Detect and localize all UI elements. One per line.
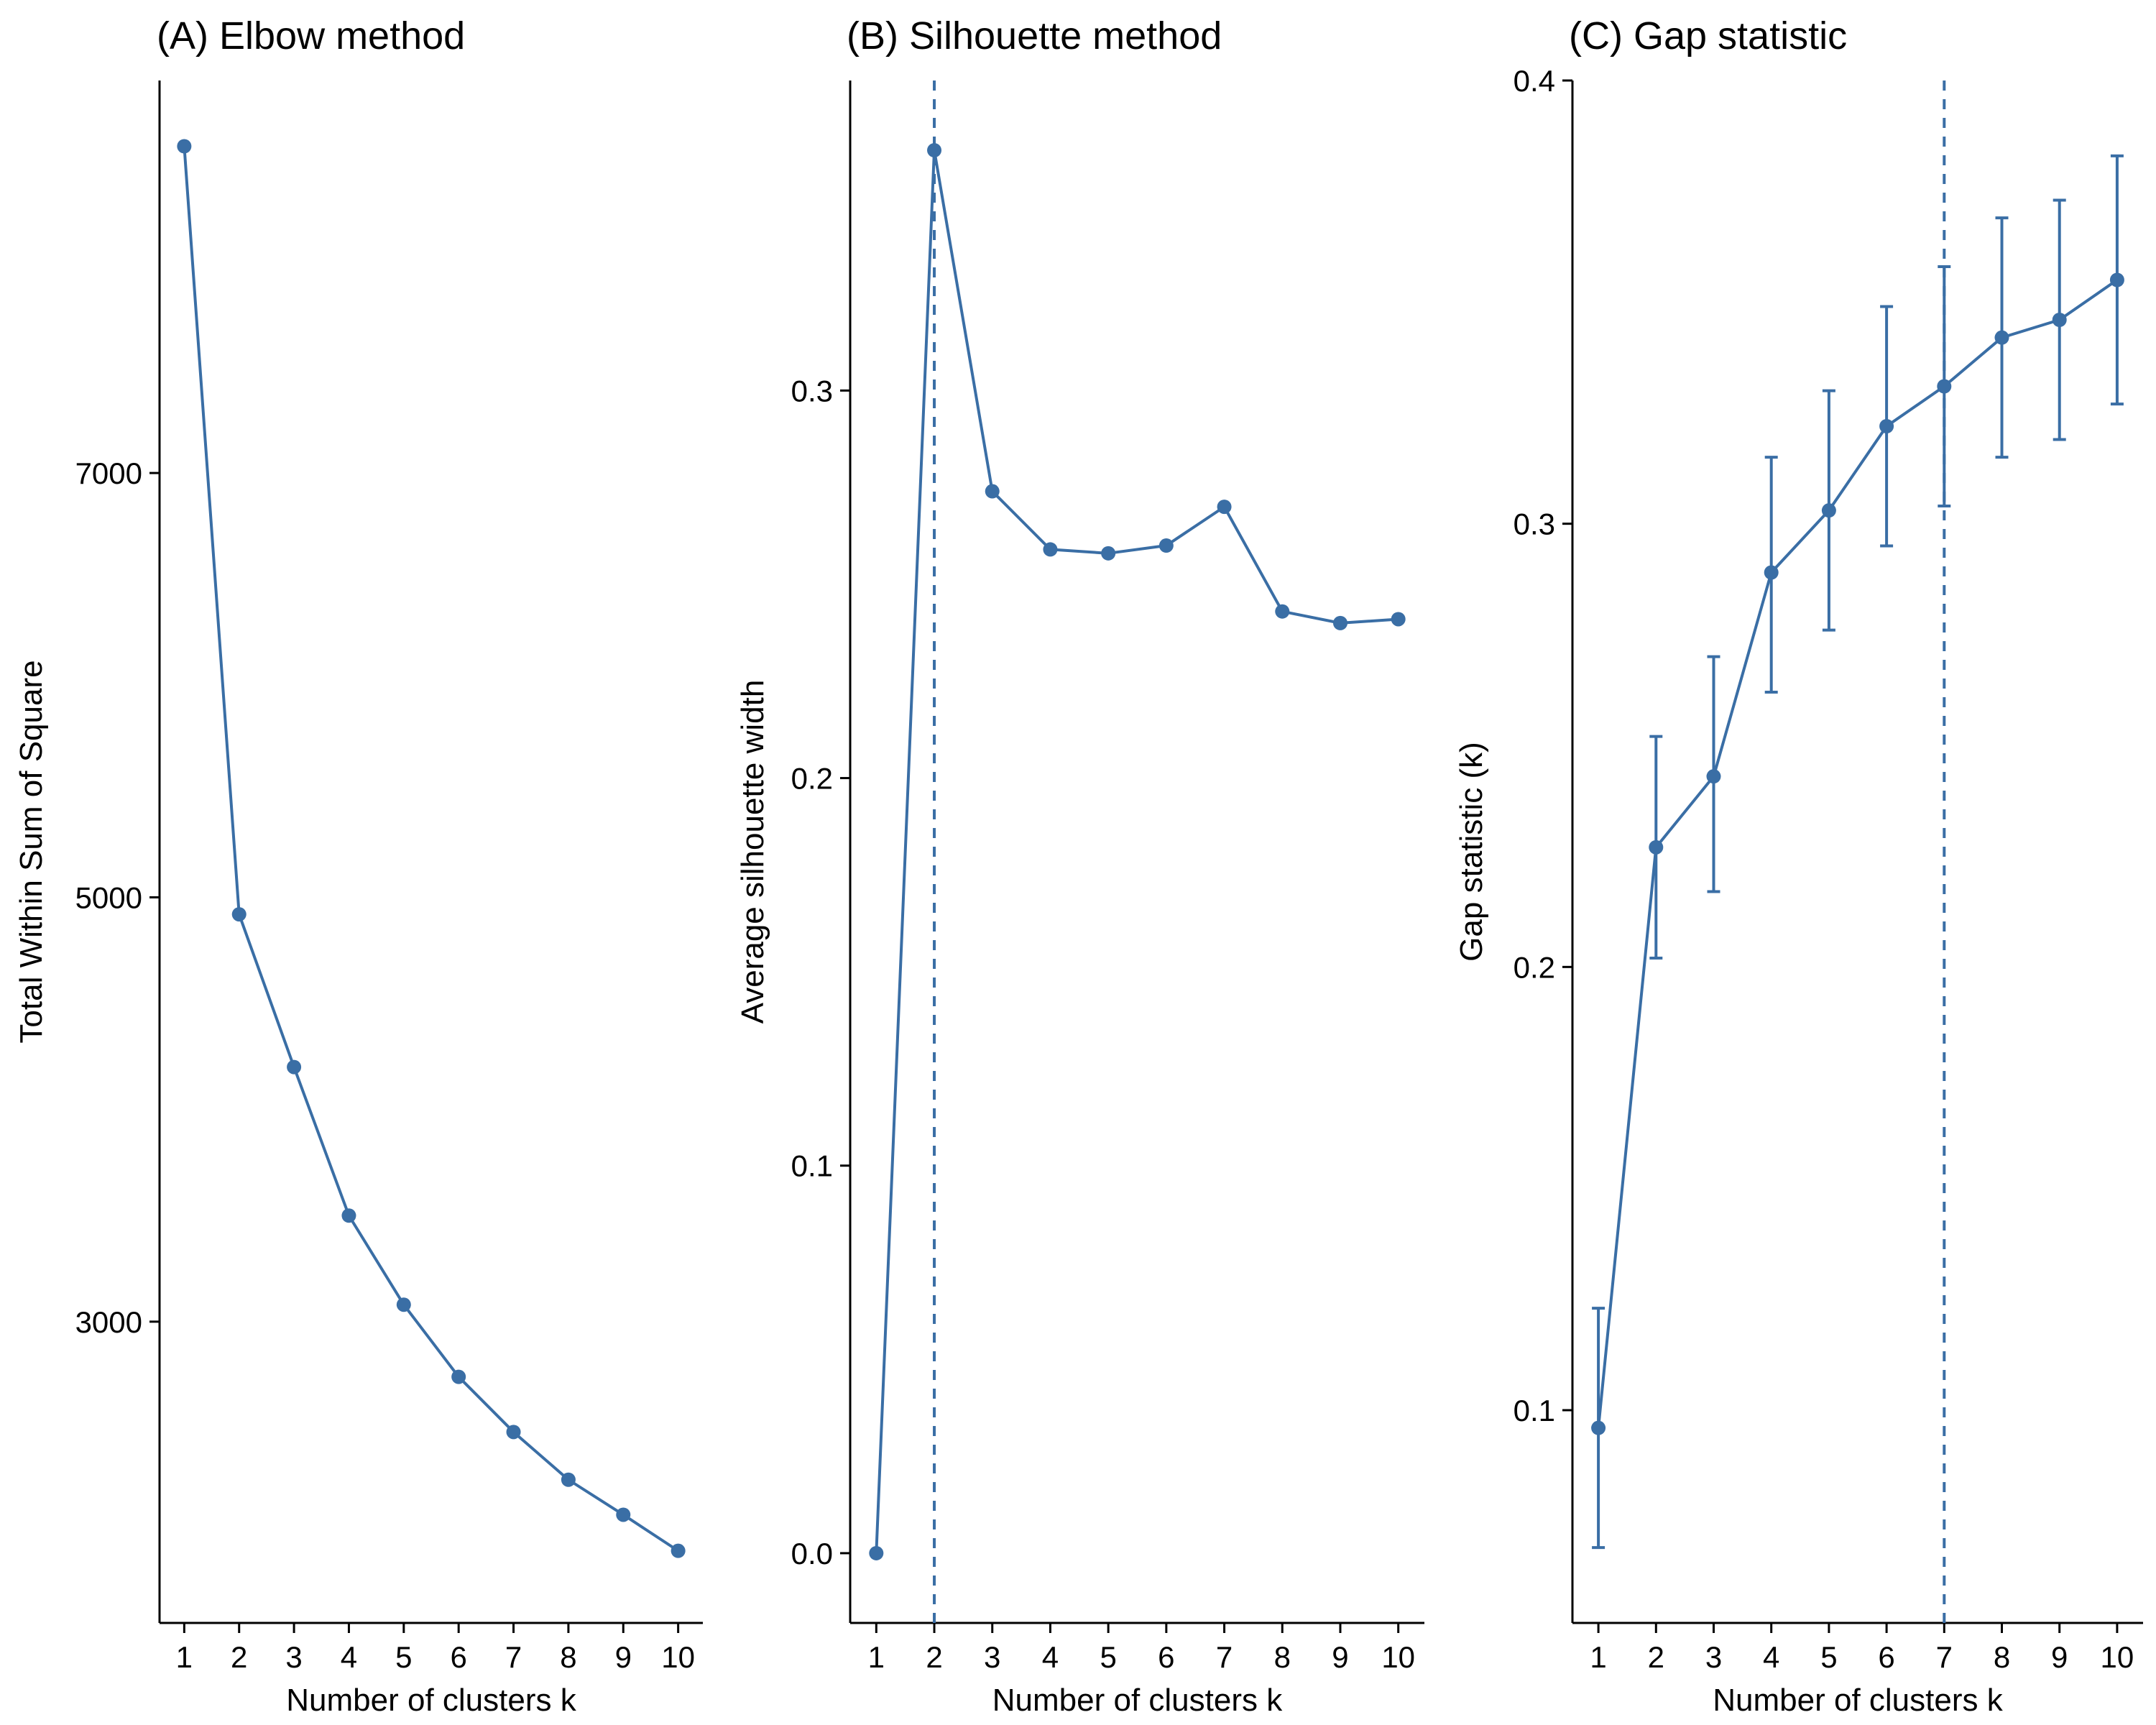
y-axis-label: Total Within Sum of Square [14, 660, 49, 1043]
x-tick-label: 8 [1994, 1640, 2010, 1674]
x-tick-label: 8 [1274, 1640, 1291, 1674]
panel-title: (A) Elbow method [157, 14, 465, 58]
data-point [1591, 1420, 1606, 1435]
x-tick-label: 9 [1332, 1640, 1348, 1674]
data-point [869, 1545, 884, 1560]
data-point [927, 143, 942, 158]
data-point [1391, 612, 1406, 627]
data-point [1937, 379, 1952, 394]
data-point [1821, 503, 1836, 518]
x-tick-label: 2 [231, 1640, 247, 1674]
data-point [2109, 272, 2124, 288]
data-point [561, 1472, 576, 1487]
x-tick-label: 6 [1878, 1640, 1894, 1674]
x-tick-label: 2 [1648, 1640, 1664, 1674]
x-tick-label: 9 [2051, 1640, 2068, 1674]
data-point [1101, 546, 1116, 561]
panel-title: (C) Gap statistic [1569, 14, 1847, 58]
x-tick-label: 6 [451, 1640, 467, 1674]
x-tick-label: 4 [1042, 1640, 1059, 1674]
y-tick-label: 0.3 [791, 374, 833, 408]
data-point [1217, 500, 1232, 515]
x-tick-label: 6 [1158, 1640, 1174, 1674]
x-tick-label: 7 [505, 1640, 522, 1674]
data-point [506, 1425, 521, 1440]
y-tick-label: 0.2 [791, 762, 833, 796]
data-point [985, 484, 1000, 499]
x-tick-label: 10 [1381, 1640, 1415, 1674]
data-point [341, 1208, 356, 1223]
panel-elbow-method: (A) Elbow method Number of clusters k To… [14, 14, 703, 1718]
x-tick-label: 2 [926, 1640, 942, 1674]
data-point [451, 1369, 466, 1384]
x-axis-label: Number of clusters k [286, 1683, 576, 1718]
series-line [875, 149, 1399, 1554]
data-point [2052, 313, 2067, 327]
data-point [1706, 769, 1721, 784]
x-axis-label: Number of clusters k [992, 1683, 1283, 1718]
data-point [396, 1297, 411, 1312]
y-axis-label: Gap statistic (k) [1454, 742, 1489, 962]
y-tick-label: 0.3 [1514, 507, 1555, 541]
panel-gap-statistic: (C) Gap statistic Number of clusters k G… [1454, 14, 2143, 1718]
x-tick-label: 1 [176, 1640, 193, 1674]
y-tick-label: 7000 [75, 456, 142, 490]
x-tick-label: 3 [984, 1640, 1000, 1674]
x-tick-label: 9 [615, 1640, 632, 1674]
data-point [1764, 565, 1779, 580]
x-tick-label: 4 [341, 1640, 357, 1674]
data-point [177, 139, 192, 154]
y-tick-label: 3000 [75, 1305, 142, 1339]
x-tick-label: 10 [2101, 1640, 2134, 1674]
x-tick-label: 5 [1820, 1640, 1837, 1674]
panel-silhouette-method: (B) Silhouette method Number of clusters… [735, 14, 1424, 1718]
y-axis-label: Average silhouette width [735, 680, 770, 1024]
data-point [1275, 604, 1290, 619]
data-point [1158, 538, 1174, 553]
data-point [1649, 840, 1664, 855]
series-line [183, 146, 679, 1552]
x-tick-label: 5 [395, 1640, 412, 1674]
series-line [1597, 278, 2119, 1428]
data-point [616, 1507, 631, 1522]
data-point [1043, 542, 1058, 557]
x-tick-label: 4 [1763, 1640, 1779, 1674]
data-point [1879, 419, 1894, 433]
x-tick-label: 3 [285, 1640, 302, 1674]
data-point [231, 907, 247, 922]
y-tick-label: 0.4 [1514, 64, 1555, 98]
data-point [671, 1543, 686, 1558]
y-tick-label: 0.1 [791, 1149, 833, 1183]
data-point [1332, 615, 1348, 630]
x-tick-label: 3 [1705, 1640, 1722, 1674]
x-tick-label: 7 [1936, 1640, 1953, 1674]
x-tick-label: 7 [1216, 1640, 1233, 1674]
x-tick-label: 5 [1100, 1640, 1116, 1674]
y-tick-label: 0.2 [1514, 950, 1555, 984]
x-tick-label: 8 [560, 1640, 576, 1674]
panel-title: (B) Silhouette method [847, 14, 1222, 58]
data-point [1994, 330, 2009, 345]
y-tick-label: 0.1 [1514, 1394, 1555, 1427]
x-tick-label: 1 [868, 1640, 885, 1674]
x-axis-label: Number of clusters k [1713, 1683, 2003, 1718]
x-tick-label: 1 [1590, 1640, 1606, 1674]
y-tick-label: 5000 [75, 880, 142, 914]
y-tick-label: 0.0 [791, 1537, 833, 1570]
data-point [287, 1059, 302, 1075]
x-tick-label: 10 [661, 1640, 695, 1674]
